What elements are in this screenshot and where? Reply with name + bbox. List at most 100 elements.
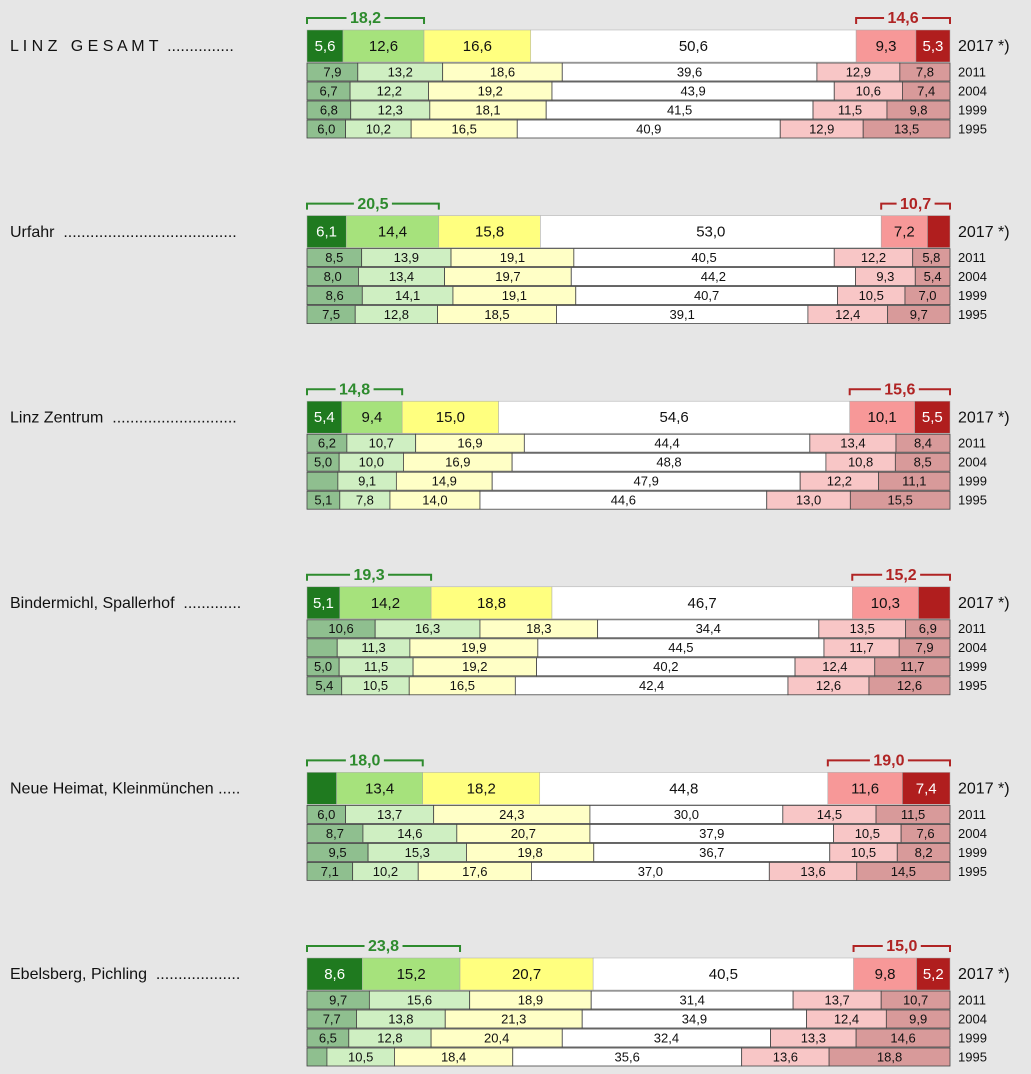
bar-segment bbox=[874, 657, 951, 677]
value-label: 18,9 bbox=[518, 992, 543, 1007]
value-label: 17,6 bbox=[462, 864, 487, 879]
sum-label: 15,6 bbox=[884, 381, 915, 398]
year-label: 2017 *) bbox=[958, 781, 1010, 798]
sum-bracket bbox=[848, 388, 951, 396]
value-label: 12,6 bbox=[897, 678, 922, 693]
group-label: Linz Zentrum ...........................… bbox=[10, 409, 237, 426]
sum-label: 19,0 bbox=[873, 753, 904, 770]
year-label: 2017 *) bbox=[958, 409, 1010, 426]
value-label: 19,1 bbox=[500, 250, 525, 265]
year-label: 1995 bbox=[958, 864, 987, 879]
value-label: 5,2 bbox=[923, 966, 944, 983]
sum-label: 15,2 bbox=[886, 567, 917, 584]
bar-segment bbox=[853, 957, 917, 991]
value-label: 12,9 bbox=[809, 121, 834, 136]
value-label: 10,8 bbox=[848, 455, 873, 470]
bar-segment bbox=[896, 843, 951, 862]
value-label: 16,9 bbox=[445, 455, 470, 470]
bar-segment bbox=[916, 957, 951, 991]
value-label: 12,2 bbox=[377, 83, 402, 98]
bar-segment bbox=[894, 452, 951, 472]
value-label: 37,0 bbox=[638, 864, 663, 879]
bar-segment bbox=[498, 400, 850, 434]
value-label: 16,5 bbox=[450, 678, 475, 693]
bar-segment bbox=[423, 29, 532, 63]
value-label: 9,5 bbox=[329, 845, 347, 860]
group-label: Neue Heimat, Kleinmünchen ..... bbox=[10, 781, 240, 798]
value-label: 44,6 bbox=[611, 493, 636, 508]
value-label: 14,5 bbox=[891, 864, 916, 879]
bar-segment bbox=[539, 772, 829, 805]
bar-segment bbox=[912, 248, 951, 268]
bar-segment bbox=[459, 957, 594, 991]
value-label: 10,2 bbox=[373, 864, 398, 879]
value-label: 16,5 bbox=[452, 121, 477, 136]
bar-segment bbox=[828, 1047, 951, 1067]
value-label: 18,3 bbox=[526, 621, 551, 636]
bar-segment bbox=[438, 215, 541, 248]
value-label: 15,0 bbox=[436, 409, 465, 426]
value-label: 8,6 bbox=[326, 288, 344, 303]
value-label: 7,1 bbox=[321, 864, 339, 879]
sum-bracket bbox=[306, 202, 440, 210]
bar-segment bbox=[902, 81, 951, 101]
value-label: 5,0 bbox=[314, 659, 332, 674]
value-label: 10,6 bbox=[328, 621, 353, 636]
value-label: 18,5 bbox=[484, 307, 509, 322]
value-label: 14,1 bbox=[395, 288, 420, 303]
value-label: 10,7 bbox=[903, 992, 928, 1007]
value-label: 6,0 bbox=[317, 807, 335, 822]
value-label: 13,9 bbox=[394, 250, 419, 265]
value-label: 6,9 bbox=[919, 621, 937, 636]
value-label: 42,4 bbox=[639, 678, 664, 693]
value-label: 6,1 bbox=[316, 224, 337, 241]
group-label: L I N Z G E S A M T ............... bbox=[10, 38, 234, 55]
bar-segment bbox=[341, 400, 403, 434]
bar-segment bbox=[430, 586, 553, 620]
year-label: 2011 bbox=[958, 621, 986, 636]
value-label: 19,7 bbox=[495, 269, 520, 284]
value-label: 39,6 bbox=[677, 64, 702, 79]
bar-segment bbox=[915, 29, 951, 63]
value-label: 8,5 bbox=[325, 250, 343, 265]
value-label: 14,0 bbox=[422, 493, 447, 508]
sum-label: 10,7 bbox=[900, 196, 931, 213]
value-label: 19,2 bbox=[462, 659, 487, 674]
value-label: 9,4 bbox=[362, 409, 383, 426]
value-label: 36,7 bbox=[699, 845, 724, 860]
year-label: 2011 bbox=[958, 436, 986, 451]
value-label: 13,4 bbox=[389, 269, 414, 284]
value-label: 6,5 bbox=[319, 1030, 337, 1045]
year-label: 2011 bbox=[958, 250, 986, 265]
group-label: Ebelsberg, Pichling ................... bbox=[10, 966, 240, 983]
sum-label: 20,5 bbox=[357, 196, 388, 213]
value-label: 15,5 bbox=[888, 493, 913, 508]
value-label: 44,5 bbox=[668, 640, 693, 655]
value-label: 48,8 bbox=[656, 455, 681, 470]
value-label: 12,2 bbox=[861, 250, 886, 265]
bar-segment bbox=[887, 305, 951, 325]
value-label: 5,1 bbox=[313, 595, 334, 612]
value-label: 12,8 bbox=[377, 1030, 402, 1045]
value-label: 12,6 bbox=[369, 38, 398, 55]
value-label: 18,8 bbox=[477, 595, 506, 612]
bar-segment bbox=[914, 267, 951, 287]
sum-label: 23,8 bbox=[368, 938, 399, 955]
year-label: 2017 *) bbox=[958, 966, 1010, 983]
value-label: 9,1 bbox=[358, 474, 376, 489]
value-label: 54,6 bbox=[660, 409, 689, 426]
year-label: 1995 bbox=[958, 1049, 987, 1064]
value-label: 6,2 bbox=[318, 436, 336, 451]
bar-segment bbox=[895, 433, 951, 453]
value-label: 10,1 bbox=[868, 409, 897, 426]
value-label: 12,8 bbox=[384, 307, 409, 322]
value-label: 18,6 bbox=[490, 64, 515, 79]
value-label: 41,5 bbox=[667, 102, 692, 117]
value-label: 30,0 bbox=[674, 807, 699, 822]
value-label: 5,1 bbox=[314, 493, 332, 508]
value-label: 5,3 bbox=[923, 38, 944, 55]
bar-segment bbox=[345, 215, 440, 248]
value-label: 19,2 bbox=[478, 83, 503, 98]
value-label: 13,2 bbox=[388, 64, 413, 79]
bar-segment bbox=[530, 29, 857, 63]
